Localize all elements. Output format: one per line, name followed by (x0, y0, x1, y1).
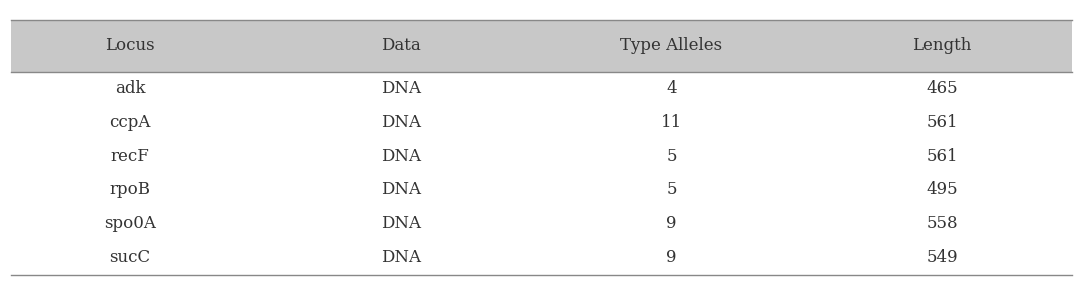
Text: 5: 5 (666, 181, 677, 198)
Text: recF: recF (110, 148, 149, 165)
Text: 9: 9 (666, 249, 677, 266)
Text: 495: 495 (926, 181, 958, 198)
Text: 561: 561 (926, 148, 958, 165)
Text: 5: 5 (666, 148, 677, 165)
Text: 558: 558 (926, 215, 958, 232)
Text: DNA: DNA (381, 181, 420, 198)
Text: ccpA: ccpA (109, 114, 151, 131)
Text: sucC: sucC (109, 249, 151, 266)
Text: 465: 465 (926, 80, 958, 97)
Text: DNA: DNA (381, 249, 420, 266)
Text: Data: Data (381, 37, 420, 54)
Text: DNA: DNA (381, 148, 420, 165)
Text: 4: 4 (666, 80, 677, 97)
Text: 11: 11 (661, 114, 682, 131)
Text: DNA: DNA (381, 114, 420, 131)
Text: adk: adk (115, 80, 145, 97)
Text: spo0A: spo0A (104, 215, 156, 232)
Text: 9: 9 (666, 215, 677, 232)
Text: rpoB: rpoB (109, 181, 151, 198)
Bar (11, 20, 1072, 72)
Text: Length: Length (913, 37, 971, 54)
Text: Locus: Locus (105, 37, 155, 54)
Text: DNA: DNA (381, 215, 420, 232)
Text: DNA: DNA (381, 80, 420, 97)
Text: 561: 561 (926, 114, 958, 131)
Text: Type Alleles: Type Alleles (621, 37, 722, 54)
Text: 549: 549 (926, 249, 958, 266)
